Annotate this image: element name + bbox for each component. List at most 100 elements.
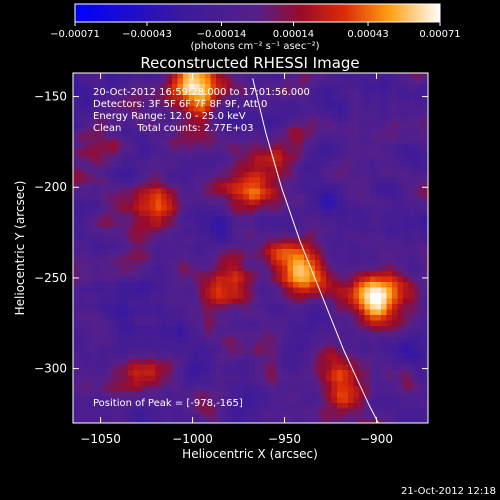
heatmap-cell (320, 150, 327, 156)
heatmap-cell (155, 205, 162, 211)
heatmap-cell (271, 161, 277, 167)
heatmap-cell (122, 364, 129, 371)
heatmap-cell (353, 106, 360, 112)
heatmap-cell (194, 265, 200, 272)
heatmap-cell (150, 172, 156, 178)
heatmap-cell (194, 117, 200, 123)
heatmap-cell (282, 298, 288, 305)
heatmap-cell (128, 271, 134, 277)
heatmap-cell (89, 282, 96, 288)
heatmap-cell (106, 287, 112, 294)
heatmap-cell (194, 381, 200, 387)
heatmap-cell (419, 128, 426, 134)
heatmap-cell (265, 188, 272, 195)
heatmap-cell (144, 265, 151, 272)
heatmap-cell (117, 133, 123, 140)
heatmap-cell (287, 298, 294, 305)
heatmap-cell (254, 227, 261, 233)
heatmap-cell (227, 249, 233, 255)
heatmap-cell (73, 227, 79, 233)
heatmap-cell (293, 276, 299, 283)
heatmap-cell (139, 78, 145, 85)
heatmap-cell (166, 408, 173, 415)
heatmap-cell (161, 199, 167, 206)
heatmap-cell (205, 227, 211, 233)
heatmap-cell (117, 161, 123, 167)
heatmap-cell (117, 232, 123, 239)
heatmap-cell (150, 106, 156, 112)
heatmap-cell (100, 282, 107, 288)
heatmap-cell (403, 397, 409, 404)
heatmap-cell (100, 161, 107, 167)
heatmap-cell (425, 89, 428, 96)
heatmap-cell (414, 381, 420, 387)
heatmap-cell (238, 342, 244, 349)
heatmap-cell (177, 315, 184, 321)
heatmap-cell (331, 337, 338, 343)
heatmap-cell (199, 194, 206, 200)
heatmap-cell (133, 199, 140, 206)
heatmap-cell (293, 414, 299, 420)
heatmap-cell (337, 161, 343, 167)
heatmap-cell (282, 128, 288, 134)
heatmap-cell (375, 117, 382, 123)
heatmap-cell (353, 133, 360, 140)
heatmap-cell (78, 155, 85, 162)
heatmap-cell (425, 238, 428, 244)
heatmap-cell (337, 403, 343, 409)
heatmap-cell (122, 139, 129, 145)
heatmap-cell (161, 353, 167, 360)
heatmap-cell (144, 331, 151, 338)
heatmap-cell (144, 364, 151, 371)
heatmap-cell (276, 304, 283, 310)
heatmap-cell (309, 122, 316, 129)
heatmap-cell (128, 403, 134, 409)
heatmap-cell (326, 243, 332, 250)
heatmap-cell (100, 199, 107, 206)
heatmap-cell (254, 348, 261, 354)
heatmap-cell (414, 199, 420, 206)
heatmap-cell (73, 238, 79, 244)
heatmap-cell (403, 128, 409, 134)
heatmap-cell (221, 199, 228, 206)
heatmap-cell (122, 342, 129, 349)
heatmap-cell (287, 155, 294, 162)
heatmap-cell (139, 100, 145, 107)
heatmap-cell (78, 249, 85, 255)
heatmap-cell (414, 287, 420, 294)
heatmap-cell (287, 403, 294, 409)
heatmap-cell (89, 408, 96, 415)
heatmap-cell (331, 260, 338, 266)
heatmap-cell (309, 106, 316, 112)
heatmap-cell (128, 144, 134, 151)
heatmap-cell (287, 359, 294, 365)
heatmap-cell (364, 298, 371, 305)
heatmap-cell (205, 249, 211, 255)
heatmap-cell (238, 78, 244, 85)
heatmap-cell (386, 309, 393, 316)
heatmap-cell (348, 210, 354, 217)
heatmap-cell (177, 117, 184, 123)
heatmap-cell (111, 287, 118, 294)
heatmap-cell (249, 249, 255, 255)
heatmap-cell (425, 139, 428, 145)
heatmap-cell (271, 353, 277, 360)
heatmap-cell (254, 254, 261, 261)
heatmap-cell (194, 155, 200, 162)
heatmap-cell (221, 419, 228, 423)
heatmap-cell (260, 73, 266, 79)
heatmap-cell (304, 227, 310, 233)
heatmap-cell (386, 375, 393, 382)
heatmap-cell (243, 375, 250, 382)
heatmap-cell (364, 106, 371, 112)
heatmap-cell (397, 287, 404, 294)
heatmap-cell (386, 342, 393, 349)
heatmap-cell (238, 243, 244, 250)
heatmap-cell (386, 177, 393, 184)
heatmap-cell (122, 315, 129, 321)
heatmap-cell (331, 238, 338, 244)
heatmap-cell (320, 177, 327, 184)
heatmap-cell (304, 106, 310, 112)
heatmap-cell (172, 353, 178, 360)
heatmap-cell (276, 392, 283, 398)
